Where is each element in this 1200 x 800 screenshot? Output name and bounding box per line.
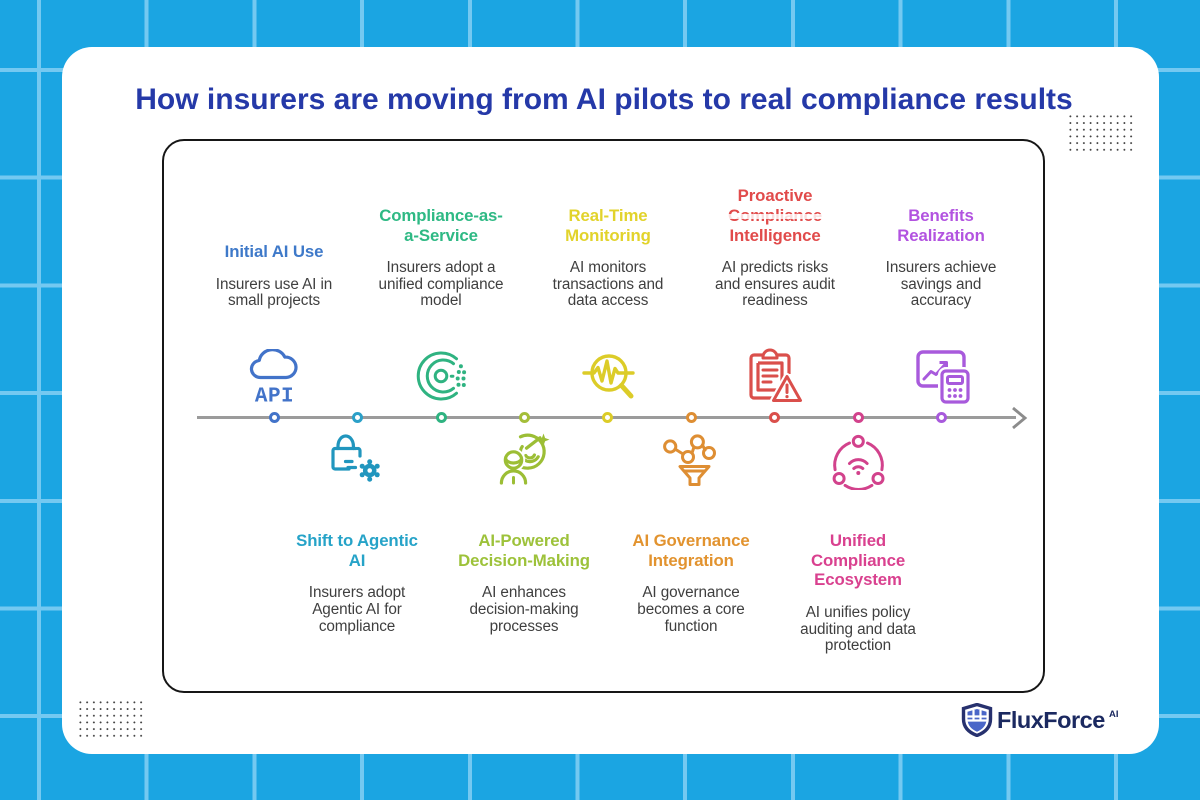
svg-text:API: API: [255, 385, 294, 405]
svg-text:FluxForce: FluxForce: [997, 707, 1105, 733]
svg-text:AI: AI: [1109, 709, 1119, 720]
